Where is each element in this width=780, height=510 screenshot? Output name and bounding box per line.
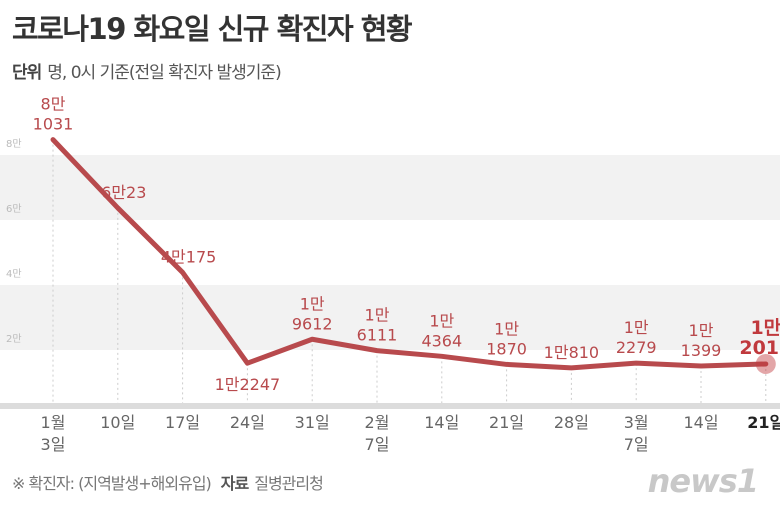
footnote-text: ※ 확진자: (지역발생+해외유입) <box>12 474 212 493</box>
data-label: 1만 <box>429 311 454 330</box>
grid-band <box>0 155 780 220</box>
x-tick-label: 10일 <box>100 413 135 432</box>
x-tick-label: 2월 <box>365 413 390 432</box>
data-label: 1870 <box>486 339 527 358</box>
data-label: 1031 <box>33 115 74 134</box>
x-tick-label: 28일 <box>554 413 589 432</box>
data-label: 1만 <box>494 319 519 338</box>
line-chart: 2만 4만 6만 8만 1월 3일 10일 17일 24일 31일 2월 7일 14일 21일 28일 3월 7… <box>0 95 780 454</box>
y-tick-label: 4만 <box>6 268 22 280</box>
x-tick-label: 7일 <box>365 435 390 454</box>
data-label: 1만810 <box>544 343 599 362</box>
x-tick-label: 7일 <box>624 435 649 454</box>
y-tick-label: 8만 <box>6 138 22 150</box>
data-label: 2016 <box>739 337 780 359</box>
data-label: 1만2247 <box>215 375 281 394</box>
page-title: 코로나19 화요일 신규 확진자 현황 <box>12 12 413 46</box>
data-label: 1399 <box>681 341 722 360</box>
unit-note: 단위 명, 0시 기준(전일 확진자 발생기준) <box>12 58 282 83</box>
data-label: 1만 <box>689 321 714 340</box>
x-tick-label: 21일 <box>489 413 524 432</box>
y-tick-label: 2만 <box>6 333 22 345</box>
source-text: 질병관리청 <box>254 474 324 493</box>
data-label: 6111 <box>357 326 398 345</box>
x-tick-label: 21일 <box>747 413 780 432</box>
news1-logo: news1 <box>647 462 759 500</box>
x-tick-label: 3일 <box>41 435 66 454</box>
highlight-point <box>755 353 776 374</box>
x-tick-label: 24일 <box>230 413 265 432</box>
footnote: ※ 확진자: (지역발생+해외유입) 자료 질병관리청 <box>12 470 324 494</box>
x-tick-label: 14일 <box>683 413 718 432</box>
x-axis <box>0 403 780 409</box>
x-tick-label: 3월 <box>624 413 649 432</box>
y-tick-label: 6만 <box>6 203 22 215</box>
data-label: 6만23 <box>101 183 146 202</box>
unit-label: 단위 <box>12 63 42 83</box>
data-label: 1만 <box>750 317 780 339</box>
x-tick-label: 14일 <box>424 413 459 432</box>
data-label: 4만175 <box>161 247 216 266</box>
data-label: 8만 <box>41 95 66 114</box>
x-tick-label: 31일 <box>295 413 330 432</box>
data-label: 1만 <box>624 318 649 337</box>
unit-text: 명, 0시 기준(전일 확진자 발생기준) <box>47 63 281 83</box>
source-label: 자료 <box>220 474 249 493</box>
data-label: 1만 <box>300 294 325 313</box>
data-label: 1만 <box>365 306 390 325</box>
x-tick-label: 17일 <box>165 413 200 432</box>
data-label: 4364 <box>421 331 462 350</box>
data-label: 2279 <box>616 338 657 357</box>
data-label: 9612 <box>292 314 333 333</box>
series-line <box>50 137 769 371</box>
grid-band <box>0 285 780 350</box>
x-tick-label: 1월 <box>41 413 66 432</box>
